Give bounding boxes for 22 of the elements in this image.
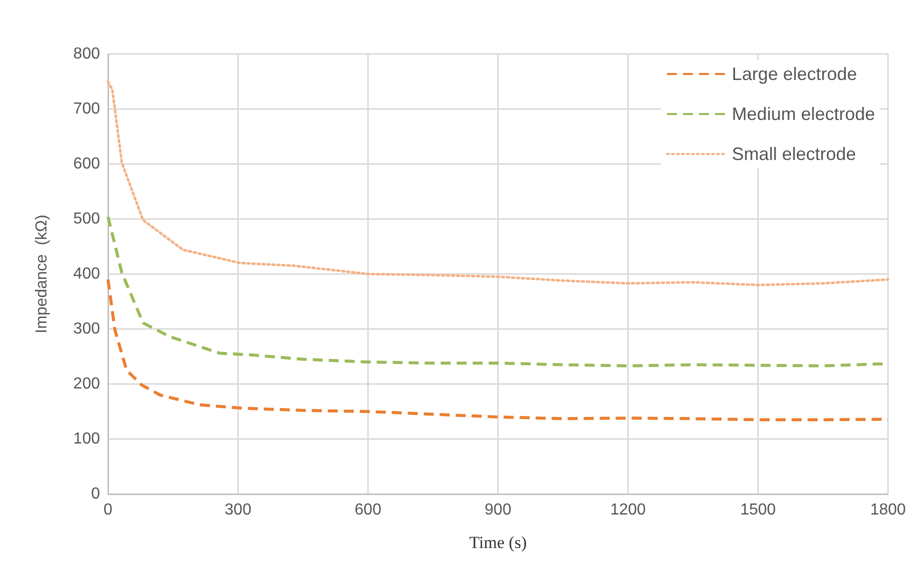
- x-tick-label: 1200: [610, 502, 646, 518]
- y-axis-title: Impedance (kΩ): [34, 214, 50, 334]
- x-tick-label: 1800: [870, 502, 906, 518]
- x-tick-label: 600: [354, 502, 382, 518]
- y-tick-label: 200: [73, 376, 100, 392]
- legend-label: Large electrode: [732, 64, 858, 84]
- y-tick-label: 300: [73, 320, 100, 338]
- legend-label: Small electrode: [732, 144, 856, 164]
- x-axis-title: Time (s): [469, 533, 527, 552]
- y-tick-label: 700: [73, 100, 100, 118]
- y-tick-label: 400: [73, 266, 100, 282]
- y-tick-label: 0: [91, 486, 100, 502]
- x-tick-label: 300: [224, 502, 252, 518]
- x-tick-label: 0: [104, 502, 113, 518]
- y-tick-label: 800: [73, 46, 100, 62]
- y-tick-label: 500: [73, 210, 100, 228]
- x-tick-label: 1500: [740, 502, 776, 518]
- line-series: [106, 278, 890, 422]
- y-tick-label: 600: [73, 156, 100, 172]
- x-tick-label: 900: [484, 502, 512, 518]
- y-tick-label: 100: [73, 430, 100, 448]
- legend-label: Medium electrode: [732, 104, 876, 124]
